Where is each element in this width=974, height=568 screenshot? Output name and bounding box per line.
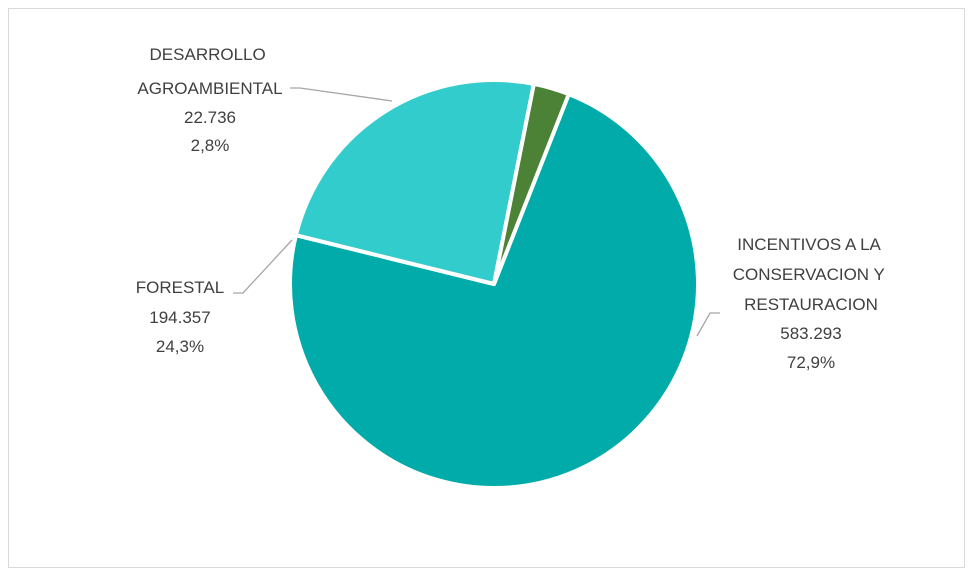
slice-label-forestal: FORESTAL [136,278,224,297]
pie-slice-incentivos [288,92,700,490]
slice-value-desarrollo: 22.736 [184,108,236,127]
pie-chart: DESARROLLO AGROAMBIENTAL 22.736 2,8% FOR… [136,45,890,490]
leader-line-forestal [233,239,293,294]
leader-line-desarrollo [290,87,393,102]
leader-line-incentivos [696,312,720,337]
slice-percent-incentivos: 72,9% [787,353,835,372]
pie-slice-forestal [293,78,536,286]
slice-value-forestal: 194.357 [149,308,210,327]
slice-label-desarrollo: DESARROLLO AGROAMBIENTAL [137,45,282,98]
slice-label-incentivos: INCENTIVOS A LA CONSERVACION Y RESTAURAC… [733,235,890,314]
pie-slice-desarrollo [492,81,571,286]
slice-value-incentivos: 583.293 [780,324,841,343]
pie-slices [288,78,700,490]
leader-lines [233,87,720,337]
slice-percent-desarrollo: 2,8% [191,136,230,155]
slice-percent-forestal: 24,3% [156,337,204,356]
